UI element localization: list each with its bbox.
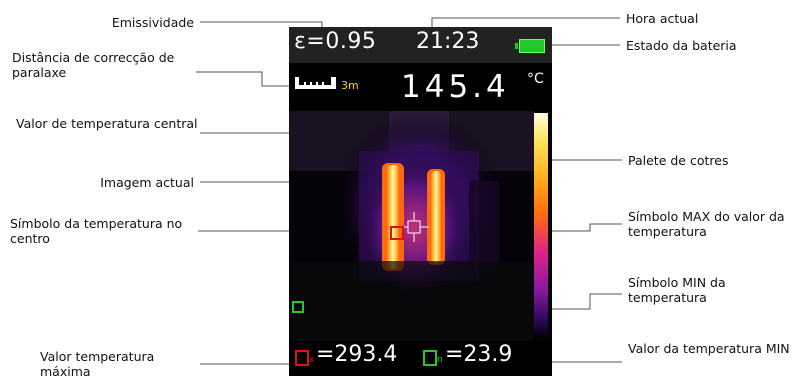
max-marker-label: x <box>309 355 315 365</box>
battery-icon <box>515 39 545 53</box>
color-palette-bar <box>534 113 548 339</box>
max-legend-icon <box>295 350 309 366</box>
min-marker-label: n <box>437 355 443 365</box>
max-symbol-icon <box>390 226 404 240</box>
thermal-camera-screen: ε=0.95 21:23 3m 145.4 °C <box>289 27 552 376</box>
distance-value: 3m <box>341 79 359 92</box>
max-temperature: =293.4 <box>316 342 398 367</box>
label-min-value: Valor da temperatura MIN <box>628 341 790 356</box>
label-battery: Estado da bateria <box>626 38 737 53</box>
label-parallax: Distância de correcção de paralaxe <box>12 50 175 80</box>
label-min-symbol: Símbolo MIN da temperatura <box>628 275 726 305</box>
label-max-symbol: Símbolo MAX do valor da temperatura <box>628 209 785 239</box>
min-temperature: =23.9 <box>445 342 513 367</box>
emissivity-value: ε=0.95 <box>294 29 377 54</box>
center-crosshair-icon <box>399 212 429 242</box>
label-palette: Palete de cotres <box>628 153 729 168</box>
min-legend-icon <box>423 350 437 366</box>
label-current-image: Imagem actual <box>100 175 194 190</box>
time-value: 21:23 <box>416 29 480 54</box>
temperature-unit: °C <box>527 71 544 87</box>
label-center-temp-value: Valor de temperatura central <box>16 116 198 131</box>
leader-parallax <box>196 71 292 87</box>
bottom-bar: x =293.4 n =23.9 <box>289 342 552 376</box>
center-temperature: 145.4 <box>401 69 510 105</box>
distance-bar-icon <box>295 77 336 89</box>
label-center-symbol: Símbolo da temperatura no centro <box>10 216 183 246</box>
min-symbol-icon <box>292 301 304 313</box>
label-max-value: Valor temperatura máxima <box>40 349 155 379</box>
status-bar: ε=0.95 21:23 <box>289 27 552 63</box>
label-current-time: Hora actual <box>626 11 699 26</box>
label-emissivity: Emissividade <box>111 15 194 30</box>
